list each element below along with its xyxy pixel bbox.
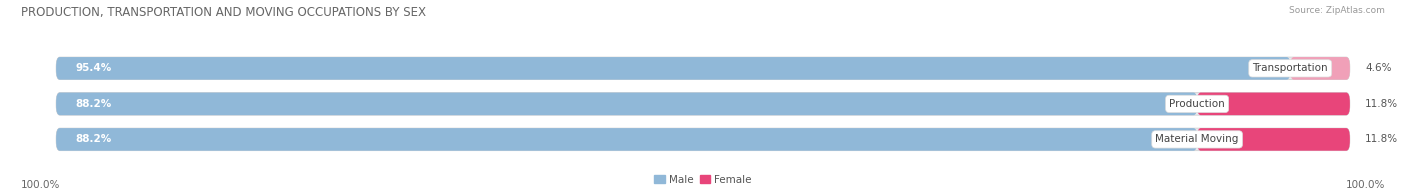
FancyBboxPatch shape: [1197, 128, 1350, 151]
FancyBboxPatch shape: [56, 57, 1291, 80]
Text: 4.6%: 4.6%: [1365, 63, 1392, 73]
Text: 88.2%: 88.2%: [76, 134, 112, 144]
Text: PRODUCTION, TRANSPORTATION AND MOVING OCCUPATIONS BY SEX: PRODUCTION, TRANSPORTATION AND MOVING OC…: [21, 6, 426, 19]
Text: 100.0%: 100.0%: [1346, 180, 1385, 190]
Text: 95.4%: 95.4%: [76, 63, 112, 73]
Text: 100.0%: 100.0%: [21, 180, 60, 190]
FancyBboxPatch shape: [56, 57, 1350, 80]
Text: 11.8%: 11.8%: [1365, 99, 1399, 109]
FancyBboxPatch shape: [56, 93, 1350, 115]
Text: 88.2%: 88.2%: [76, 99, 112, 109]
Text: Source: ZipAtlas.com: Source: ZipAtlas.com: [1289, 6, 1385, 15]
Legend: Male, Female: Male, Female: [650, 171, 756, 189]
FancyBboxPatch shape: [56, 128, 1350, 151]
Text: Material Moving: Material Moving: [1156, 134, 1239, 144]
FancyBboxPatch shape: [56, 93, 1198, 115]
FancyBboxPatch shape: [1291, 57, 1350, 80]
FancyBboxPatch shape: [56, 128, 1198, 151]
Text: Transportation: Transportation: [1253, 63, 1329, 73]
Text: 11.8%: 11.8%: [1365, 134, 1399, 144]
FancyBboxPatch shape: [1197, 93, 1350, 115]
Text: Production: Production: [1170, 99, 1225, 109]
